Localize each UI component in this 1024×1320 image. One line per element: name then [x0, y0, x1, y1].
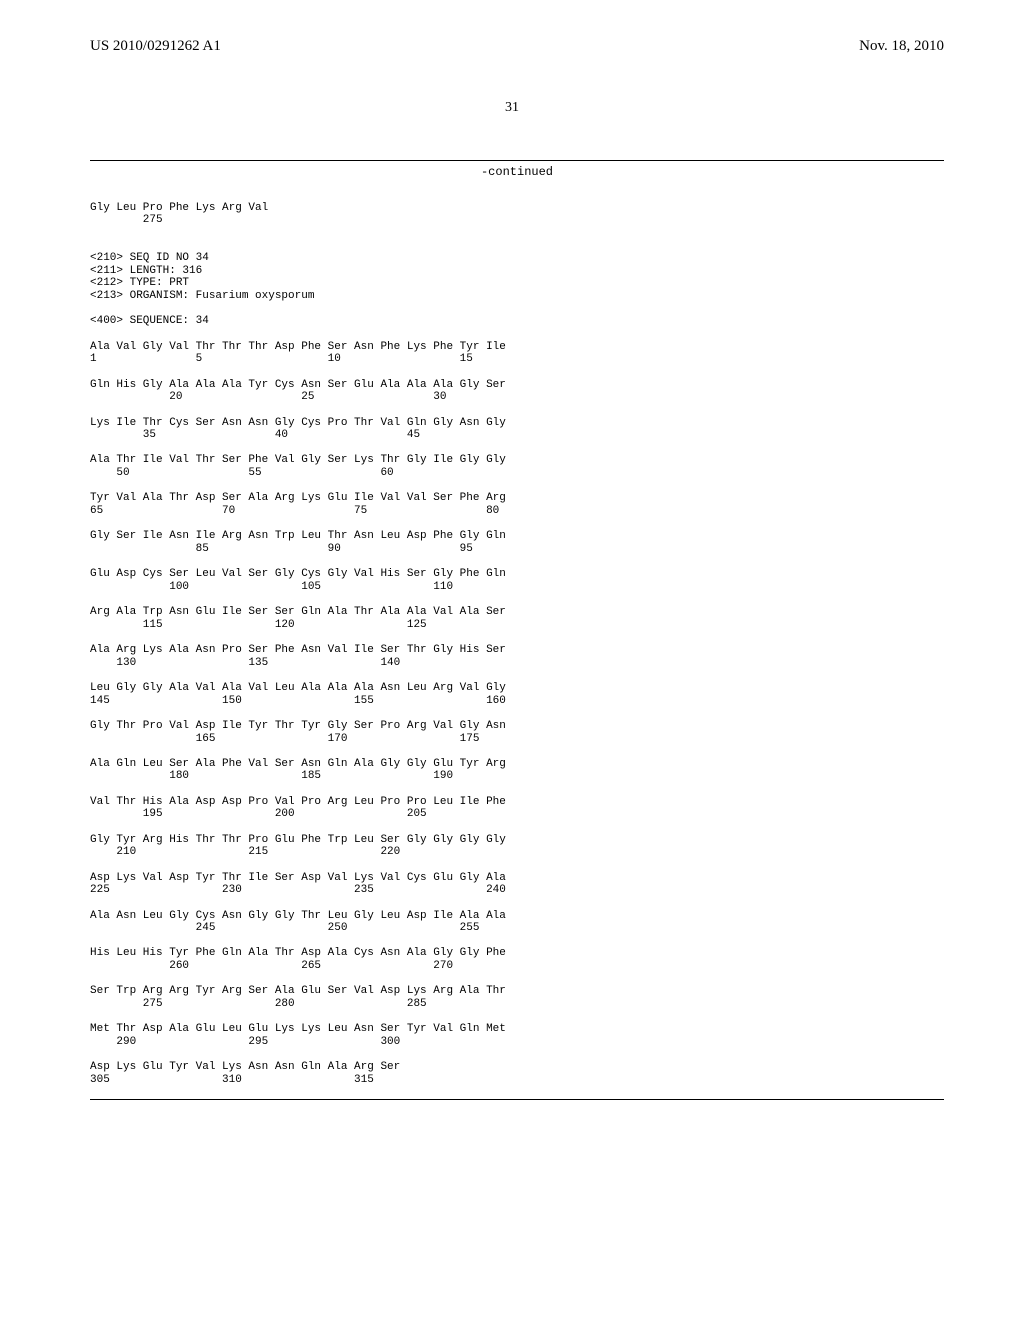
- patent-number: US 2010/0291262 A1: [90, 38, 221, 55]
- sequence-listing-container: -continued Gly Leu Pro Phe Lys Arg Val 2…: [90, 160, 944, 1100]
- patent-date: Nov. 18, 2010: [859, 38, 944, 55]
- page-number: 31: [0, 100, 1024, 116]
- patent-page: US 2010/0291262 A1 Nov. 18, 2010 31 -con…: [0, 0, 1024, 1320]
- continued-label: -continued: [90, 165, 944, 179]
- sequence-listing-body: Gly Leu Pro Phe Lys Arg Val 275 <210> SE…: [90, 189, 944, 1099]
